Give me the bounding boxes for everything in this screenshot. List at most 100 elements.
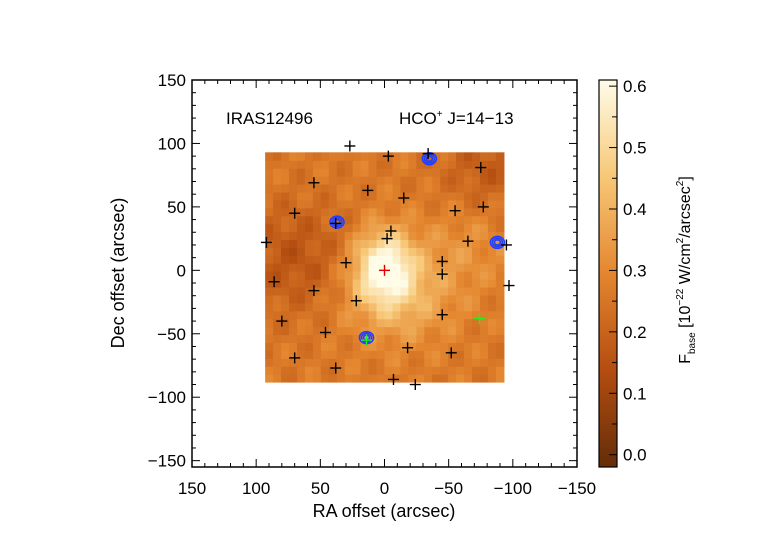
heatmap-cell <box>487 350 497 359</box>
heatmap-cell <box>416 184 425 193</box>
heatmap-cell <box>384 342 394 351</box>
heatmap-cell <box>400 286 409 296</box>
heatmap-cell <box>456 191 465 201</box>
heatmap-cell <box>384 271 394 280</box>
heatmap-cell <box>376 231 386 241</box>
heatmap-cell <box>352 152 362 161</box>
heatmap-cell <box>448 350 457 359</box>
x-tick-label: 50 <box>311 479 330 498</box>
heatmap-cell <box>289 271 298 280</box>
heatmap-cell <box>344 215 354 225</box>
heatmap-cell <box>328 294 338 304</box>
heatmap-cell <box>456 374 465 383</box>
heatmap-cell <box>352 302 362 312</box>
heatmap-cell <box>376 176 386 185</box>
heatmap-cell <box>495 294 505 304</box>
contour-ring <box>331 217 343 228</box>
heatmap-cell <box>416 286 425 296</box>
heatmap-cell <box>384 350 394 359</box>
heatmap-cell <box>408 302 417 312</box>
object-label: IRAS12496 <box>226 109 313 128</box>
heatmap-cell <box>432 191 441 201</box>
heatmap-cell <box>304 279 314 288</box>
heatmap-cell <box>360 263 370 272</box>
heatmap-cell <box>416 350 425 359</box>
heatmap-cell <box>416 176 425 185</box>
heatmap-cell <box>464 152 473 161</box>
heatmap-cell <box>336 160 346 169</box>
heatmap-cell <box>495 302 505 312</box>
heatmap-cell <box>448 184 457 193</box>
heatmap-cell <box>472 184 481 193</box>
heatmap-cell <box>376 279 386 288</box>
heatmap-cell <box>479 286 489 296</box>
heatmap-cell <box>304 374 314 383</box>
heatmap-cell <box>352 263 362 272</box>
colorbar-label-unit-a: [10 <box>677 306 694 333</box>
heatmap-cell <box>400 176 409 185</box>
heatmap-cell <box>265 215 274 225</box>
detector-marker <box>260 236 272 248</box>
heatmap-cell <box>304 223 314 233</box>
heatmap-cell <box>448 231 457 241</box>
detector-marker <box>382 150 394 162</box>
heatmap-cell <box>344 223 354 233</box>
heatmap-cell <box>312 176 322 185</box>
heatmap-cell <box>312 318 322 328</box>
axes: 150 100 50 0 −50 −100 −150 150 100 50 0 −50 −100 −150 <box>148 71 596 498</box>
heatmap-cell <box>472 215 481 225</box>
line-label-species: HCO <box>399 109 437 128</box>
y-tick-label: 150 <box>158 71 186 90</box>
heatmap-cell <box>400 191 409 201</box>
heatmap-cell <box>296 279 306 288</box>
heatmap-cell <box>495 358 505 367</box>
heatmap-cell <box>281 207 290 217</box>
heatmap-cell <box>320 215 330 225</box>
heatmap-cell <box>296 152 306 161</box>
heatmap-cell <box>472 176 481 185</box>
heatmap-cell <box>416 334 425 343</box>
heatmap-cell <box>408 191 417 201</box>
heatmap-cell <box>392 302 402 312</box>
heatmap-cell <box>479 366 489 375</box>
heatmap-cell <box>281 255 290 264</box>
heatmap-cell <box>495 350 505 359</box>
heatmap-cell <box>265 231 274 241</box>
heatmap-cell <box>352 374 362 383</box>
heatmap-cell <box>400 279 409 288</box>
heatmap-cell <box>432 326 441 336</box>
heatmap-cell <box>360 191 370 201</box>
heatmap-cell <box>376 223 386 233</box>
heatmap-cell <box>360 160 370 169</box>
heatmap-cell <box>400 168 409 177</box>
heatmap-cell <box>432 271 441 280</box>
heatmap-cell <box>392 366 402 375</box>
heatmap-cell <box>376 152 386 161</box>
heatmap-cell <box>352 318 362 328</box>
heatmap-cell <box>384 191 394 201</box>
y-tick-label: 50 <box>167 198 186 217</box>
detector-marker <box>445 347 457 359</box>
heatmap-cell <box>273 279 282 288</box>
heatmap-cell <box>273 334 282 343</box>
x-tick-label: −100 <box>494 479 532 498</box>
heatmap-cell <box>432 168 441 177</box>
y-tick-label: 100 <box>158 134 186 153</box>
heatmap-cell <box>464 247 473 256</box>
heatmap-cell <box>320 168 330 177</box>
detector-marker-green <box>473 313 485 325</box>
heatmap-cell <box>448 334 457 343</box>
heatmap-cell <box>265 279 274 288</box>
heatmap-cell <box>328 184 338 193</box>
heatmap-cell <box>432 294 441 304</box>
heatmap-cell <box>336 263 346 272</box>
heatmap-cell <box>400 302 409 312</box>
heatmap-cell <box>352 286 362 296</box>
heatmap-cell <box>281 302 290 312</box>
heatmap-cell <box>495 318 505 328</box>
heatmap-cell <box>472 239 481 248</box>
heatmap-cell <box>432 318 441 328</box>
heatmap-cell <box>312 350 322 359</box>
heatmap-cell <box>320 294 330 304</box>
heatmap-cell <box>440 184 449 193</box>
